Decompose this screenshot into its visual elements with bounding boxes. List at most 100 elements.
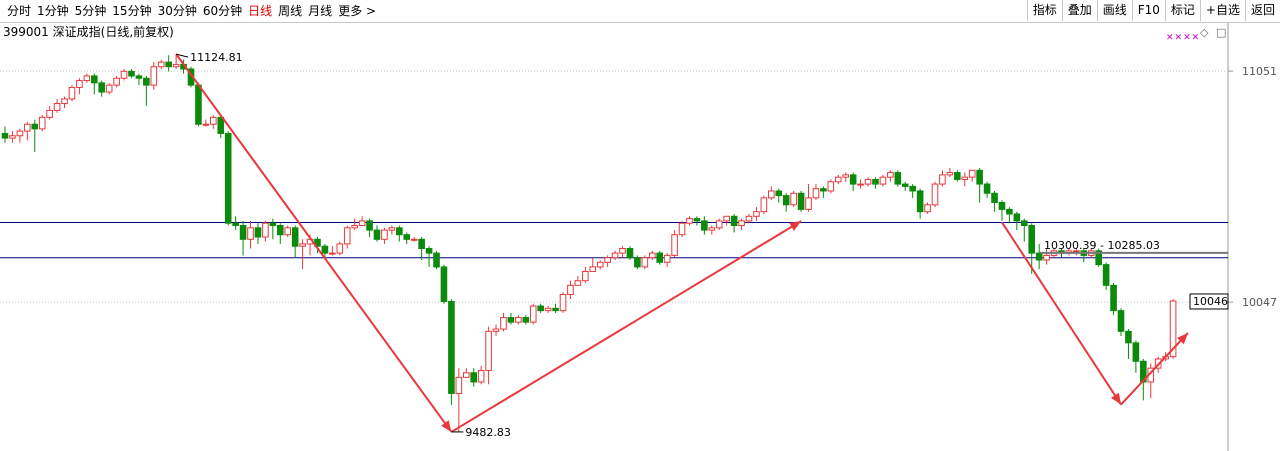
- candle-body: [351, 224, 358, 229]
- toolbar-button-1[interactable]: 叠加: [1061, 0, 1097, 21]
- candle-body: [358, 220, 366, 226]
- candle-body: [686, 218, 693, 224]
- candle-body: [143, 77, 150, 86]
- candle-body: [864, 178, 872, 185]
- candle-body: [1102, 264, 1110, 286]
- candle-body: [321, 245, 329, 254]
- trend-arrow-head: [1176, 332, 1188, 345]
- candle-body: [983, 183, 991, 194]
- candle-body: [239, 224, 247, 240]
- candle-body: [976, 169, 983, 185]
- period-tab-3[interactable]: 15分钟: [112, 4, 152, 18]
- candle-body: [529, 305, 537, 323]
- candle-body: [559, 294, 567, 312]
- candle-body: [31, 123, 39, 130]
- candle-body: [470, 372, 478, 383]
- candle-body: [1095, 250, 1102, 266]
- candle-body: [83, 75, 91, 82]
- candle-body: [782, 195, 790, 206]
- candle-body: [195, 84, 202, 125]
- candle-body: [887, 172, 894, 178]
- index-info: 399001 深证成指(日线,前复权): [3, 24, 174, 40]
- period-tab-0[interactable]: 分时: [7, 4, 32, 18]
- candle-body: [113, 77, 120, 86]
- toolbar-right-buttons: 指标 叠加 画线 F10 标记 +自选 返回: [1026, 0, 1280, 22]
- period-tab-5[interactable]: 60分钟: [202, 4, 243, 18]
- candle-body: [381, 229, 388, 240]
- candle-body: [254, 227, 262, 238]
- candle-body: [604, 257, 611, 263]
- toolbar-button-3[interactable]: F10: [1131, 0, 1165, 21]
- candle-body: [842, 174, 850, 178]
- candle-body: [693, 218, 701, 222]
- toolbar-button-0[interactable]: 指标: [1026, 0, 1062, 21]
- candle-body: [492, 328, 500, 332]
- candle-body: [462, 372, 470, 378]
- trend-arrow-head: [441, 420, 452, 432]
- period-tab-8[interactable]: 月线: [308, 4, 333, 18]
- candle-body: [262, 222, 269, 238]
- candle-body: [410, 238, 418, 241]
- period-tab-9[interactable]: 更多 >: [338, 4, 377, 18]
- candle-body: [522, 317, 530, 323]
- period-tab-7[interactable]: 周线: [278, 4, 303, 18]
- candle-body: [552, 307, 559, 312]
- candle-body: [648, 252, 656, 259]
- candle-body: [701, 220, 708, 231]
- toolbar-button-4[interactable]: 标记: [1164, 0, 1200, 21]
- last-price-box: [1189, 293, 1229, 310]
- candle-body: [730, 215, 738, 226]
- toolbar: 分时 1分钟 5分钟 15分钟 30分钟 60分钟 日线 周线 月线 更多 > 指标 叠加 画线 F10…: [0, 0, 1280, 23]
- candle-body: [805, 197, 812, 210]
- candle-body: [210, 116, 217, 125]
- last-price-label: 10046: [1193, 295, 1228, 308]
- candle-body: [343, 227, 351, 245]
- candle-body: [991, 192, 998, 203]
- candle-body: [16, 130, 24, 137]
- toolbar-button-6[interactable]: 返回: [1244, 0, 1280, 21]
- candle-body: [232, 222, 239, 226]
- period-tab-6[interactable]: 日线: [248, 4, 273, 18]
- trend-arrow-head: [789, 221, 802, 231]
- candle-body: [968, 169, 976, 178]
- candle-body: [172, 63, 180, 68]
- candle-body: [1020, 220, 1028, 226]
- candle-body: [820, 188, 827, 192]
- toolbar-button-2[interactable]: 画线: [1096, 0, 1132, 21]
- candle-body: [299, 243, 306, 247]
- period-tab-1[interactable]: 1分钟: [37, 4, 69, 18]
- candle-body: [1110, 284, 1117, 312]
- period-tab-4[interactable]: 30分钟: [157, 4, 197, 18]
- candle-body: [284, 227, 292, 236]
- candle-body: [507, 317, 515, 323]
- candle-body: [775, 190, 783, 197]
- candle-body: [1169, 300, 1177, 358]
- range-label: 10300.39 - 10285.03: [1044, 239, 1160, 252]
- chart-settings-icons[interactable]: ◇ □: [1200, 26, 1229, 39]
- candle-body: [1132, 342, 1140, 362]
- candle-body: [135, 75, 143, 79]
- candle-body: [634, 257, 641, 268]
- magenta-marker-dots: ✕✕✕✕: [1166, 33, 1201, 43]
- period-tab-2[interactable]: 5分钟: [74, 4, 107, 18]
- toolbar-button-5[interactable]: +自选: [1199, 0, 1245, 21]
- index-name: 深证成指(日线,前复权): [52, 25, 174, 39]
- candle-body: [1125, 330, 1132, 344]
- trend-arrow-line: [450, 220, 802, 433]
- candle-body: [53, 103, 61, 111]
- candle-body: [388, 227, 396, 231]
- candle-body: [760, 197, 768, 213]
- candle-body: [768, 190, 775, 199]
- candle-body: [396, 227, 403, 236]
- candle-body: [1035, 252, 1043, 261]
- candle-body: [753, 211, 760, 217]
- candle-body: [857, 183, 864, 186]
- candle-body: [641, 257, 649, 268]
- candle-body: [336, 243, 344, 254]
- candle-body: [909, 185, 916, 192]
- candle-body: [916, 190, 924, 213]
- candle-body: [105, 84, 113, 93]
- candle-body: [1013, 213, 1021, 222]
- period-tabs: 分时 1分钟 5分钟 15分钟 30分钟 60分钟 日线 周线 月线 更多 >: [4, 3, 379, 19]
